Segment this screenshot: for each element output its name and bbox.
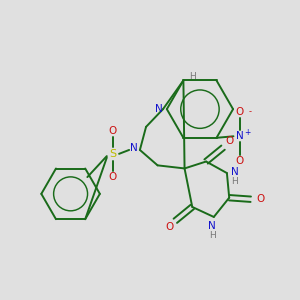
Text: S: S	[110, 149, 116, 159]
Text: N: N	[231, 167, 239, 176]
Text: H: H	[231, 177, 238, 186]
Text: O: O	[109, 126, 117, 136]
Text: O: O	[225, 136, 233, 146]
Text: O: O	[256, 194, 264, 204]
Text: N: N	[236, 131, 244, 141]
Text: O: O	[236, 106, 244, 117]
Text: O: O	[236, 156, 244, 166]
Text: N: N	[155, 104, 163, 114]
Text: O: O	[165, 222, 173, 232]
Text: N: N	[130, 143, 138, 153]
Text: H: H	[189, 72, 196, 81]
Text: -: -	[248, 107, 251, 116]
Text: H: H	[209, 231, 216, 240]
Text: +: +	[244, 128, 250, 137]
Text: N: N	[208, 221, 216, 231]
Text: O: O	[109, 172, 117, 182]
